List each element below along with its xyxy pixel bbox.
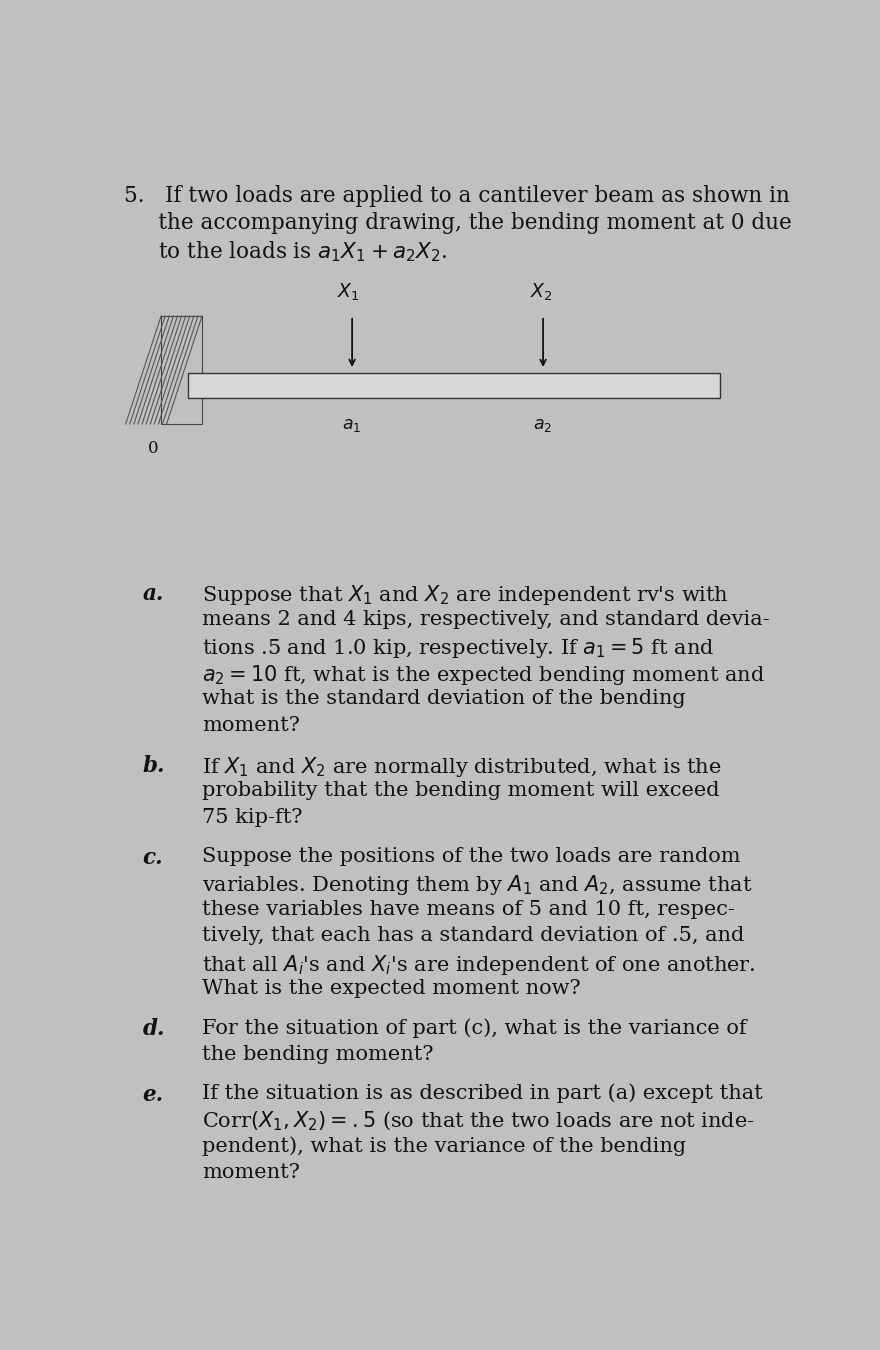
Text: $a_1$: $a_1$ [342,417,362,433]
Bar [188,373,721,398]
Text: variables. Denoting them by $A_1$ and $A_2$, assume that: variables. Denoting them by $A_1$ and $A… [202,873,752,896]
Text: means 2 and 4 kips, respectively, and standard devia-: means 2 and 4 kips, respectively, and st… [202,609,770,629]
Text: $a_2$: $a_2$ [533,417,553,433]
Text: $X_2$: $X_2$ [530,282,553,304]
Text: d.: d. [143,1018,165,1040]
Text: what is the standard deviation of the bending: what is the standard deviation of the be… [202,688,686,707]
Text: probability that the bending moment will exceed: probability that the bending moment will… [202,782,720,801]
Text: What is the expected moment now?: What is the expected moment now? [202,979,581,998]
Text: Suppose that $X_1$ and $X_2$ are independent rv's with: Suppose that $X_1$ and $X_2$ are indepen… [202,583,729,608]
Text: that all $A_i$'s and $X_i$'s are independent of one another.: that all $A_i$'s and $X_i$'s are indepen… [202,953,756,976]
Text: moment?: moment? [202,1164,300,1183]
Text: 5.   If two loads are applied to a cantilever beam as shown in: 5. If two loads are applied to a cantile… [123,185,789,207]
Text: tions .5 and 1.0 kip, respectively. If $a_1 = 5$ ft and: tions .5 and 1.0 kip, respectively. If $… [202,636,715,660]
Text: the bending moment?: the bending moment? [202,1045,434,1064]
Text: pendent), what is the variance of the bending: pendent), what is the variance of the be… [202,1137,686,1156]
Text: If $X_1$ and $X_2$ are normally distributed, what is the: If $X_1$ and $X_2$ are normally distribu… [202,755,722,779]
Text: Corr$(X_1, X_2) = .5$ (so that the two loads are not inde-: Corr$(X_1, X_2) = .5$ (so that the two l… [202,1110,755,1133]
Text: a.: a. [143,583,164,605]
Text: Suppose the positions of the two loads are random: Suppose the positions of the two loads a… [202,846,741,865]
Text: 0: 0 [148,440,158,456]
Bar [161,316,202,424]
Text: b.: b. [143,755,165,776]
Text: e.: e. [143,1084,164,1106]
Text: For the situation of part (c), what is the variance of: For the situation of part (c), what is t… [202,1018,747,1038]
Text: to the loads is $a_1X_1 + a_2X_2$.: to the loads is $a_1X_1 + a_2X_2$. [123,239,447,263]
Text: 75 kip-ft?: 75 kip-ft? [202,807,303,826]
Text: $X_1$: $X_1$ [337,282,360,304]
Text: $a_2 = 10$ ft, what is the expected bending moment and: $a_2 = 10$ ft, what is the expected bend… [202,663,765,687]
Text: moment?: moment? [202,716,300,734]
Text: c.: c. [143,846,164,868]
Text: tively, that each has a standard deviation of .5, and: tively, that each has a standard deviati… [202,926,744,945]
Text: these variables have means of 5 and 10 ft, respec-: these variables have means of 5 and 10 f… [202,899,735,918]
Text: If the situation is as described in part (a) except that: If the situation is as described in part… [202,1084,763,1103]
Text: the accompanying drawing, the bending moment at 0 due: the accompanying drawing, the bending mo… [123,212,791,234]
